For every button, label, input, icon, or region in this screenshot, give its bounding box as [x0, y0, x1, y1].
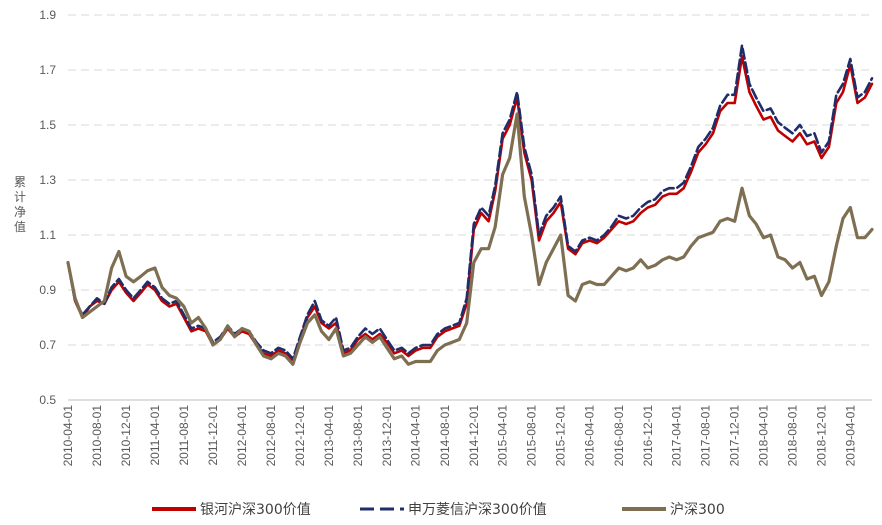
x-tick-label: 2012-04-01 — [235, 405, 249, 467]
x-axis: 2010-04-01 2010-08-01 2010-12-01 2011-04-01… — [61, 399, 872, 467]
y-tick-label: 0.5 — [39, 393, 56, 407]
y-tick-label: 1.3 — [39, 173, 56, 187]
legend-label: 银河沪深300价值 — [200, 502, 311, 518]
x-tick-label: 2012-08-01 — [264, 405, 278, 467]
y-tick-label: 0.9 — [39, 283, 56, 297]
legend-label: 沪深300 — [670, 502, 725, 518]
legend-label: 申万菱信沪深300价值 — [408, 502, 547, 518]
series-line-2 — [66, 44, 874, 361]
x-tick-label: 2017-12-01 — [728, 405, 742, 467]
y-axis-label-char: 值 — [14, 219, 26, 234]
x-tick-label: 2011-04-01 — [148, 405, 162, 466]
y-axis: 0.5 0.7 0.9 1.1 1.3 1.5 1.7 1.9 — [39, 8, 56, 407]
x-tick-label: 2016-04-01 — [583, 405, 597, 467]
y-tick-label: 1.7 — [39, 63, 56, 77]
x-tick-label: 2011-08-01 — [177, 405, 191, 466]
x-tick-label: 2017-04-01 — [670, 405, 684, 467]
x-tick-label: 2014-04-01 — [409, 405, 423, 467]
x-tick-label: 2013-12-01 — [380, 405, 394, 467]
x-tick-label: 2014-12-01 — [467, 405, 481, 467]
x-tick-label: 2016-08-01 — [612, 405, 626, 467]
x-tick-label: 2012-12-01 — [293, 405, 307, 467]
legend: 银河沪深300价值 申万菱信沪深300价值 沪深300 — [152, 502, 725, 518]
x-tick-label: 2015-12-01 — [554, 405, 568, 467]
series-lines — [66, 44, 874, 366]
x-tick-label: 2015-08-01 — [525, 405, 539, 467]
x-tick-label: 2010-04-01 — [61, 405, 75, 467]
x-tick-label: 2013-04-01 — [322, 405, 336, 467]
y-tick-label: 0.7 — [39, 338, 56, 352]
y-axis-label-char: 净 — [14, 205, 26, 219]
x-tick-label: 2014-08-01 — [438, 405, 452, 467]
x-tick-label: 2018-04-01 — [756, 405, 770, 467]
y-axis-label-char: 计 — [14, 190, 26, 204]
x-tick-label: 2018-12-01 — [815, 405, 829, 467]
x-tick-label: 2015-04-01 — [496, 405, 510, 467]
x-tick-label: 2013-08-01 — [351, 405, 365, 467]
x-tick-label: 2010-12-01 — [119, 405, 133, 467]
x-tick-label: 2019-04-01 — [843, 405, 857, 467]
series-line-3 — [66, 112, 874, 366]
y-tick-label: 1.5 — [39, 118, 56, 132]
y-tick-label: 1.9 — [39, 8, 56, 22]
x-tick-label: 2011-12-01 — [206, 405, 220, 466]
x-tick-label: 2018-08-01 — [786, 405, 800, 467]
y-axis-label-char: 累 — [14, 175, 26, 189]
y-tick-label: 1.1 — [39, 228, 56, 242]
x-tick-label: 2017-08-01 — [699, 405, 713, 467]
x-tick-label: 2010-08-01 — [90, 405, 104, 467]
x-tick-label: 2016-12-01 — [641, 405, 655, 467]
